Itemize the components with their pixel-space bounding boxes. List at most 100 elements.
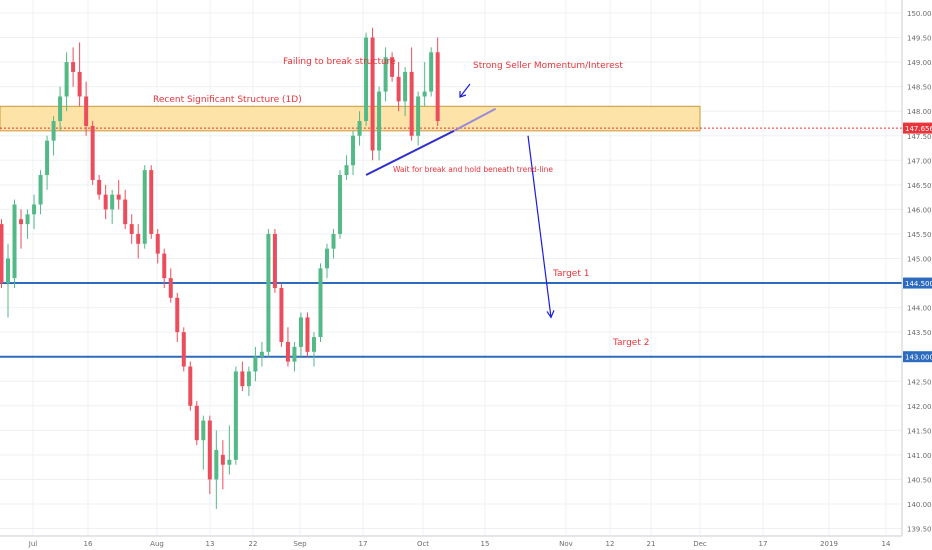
candle-body (25, 214, 30, 225)
candle-bullish (32, 194, 37, 230)
candle-bullish (233, 366, 238, 465)
candle-body (64, 62, 69, 97)
candle-body (285, 341, 290, 362)
candle-bullish (227, 425, 232, 475)
candle-body (155, 233, 160, 254)
candle-bearish (188, 361, 193, 411)
seller-arrow-head (459, 91, 467, 98)
candle-bearish (435, 37, 440, 126)
annotation-failing: Failing to break structure (283, 57, 396, 67)
candle-bearish (272, 229, 277, 293)
candle-body (318, 268, 323, 338)
candle-body (201, 420, 206, 441)
candle-body (292, 346, 297, 362)
annotation-wait: Wait for break and hold beneath trend-li… (393, 165, 553, 174)
target-2-badge (903, 351, 932, 363)
price-tick-label: 142.500 (907, 378, 932, 386)
candle-bearish (305, 312, 310, 357)
candle-bullish (12, 199, 17, 288)
level-lines-group (0, 127, 902, 358)
candle-body (168, 278, 173, 298)
time-tick-label: Aug (150, 540, 164, 548)
candle-body (298, 317, 303, 347)
candle-body (188, 366, 193, 406)
time-tick-label: Jul (28, 540, 38, 548)
candle-body (390, 57, 395, 77)
candle-body (175, 297, 180, 333)
candle-body (123, 199, 128, 225)
candle-body (136, 233, 141, 244)
candle-bullish (58, 86, 63, 131)
candle-bearish (162, 248, 167, 288)
candle-body (351, 135, 356, 166)
candle-bullish (201, 415, 206, 470)
candle-body (377, 91, 382, 151)
price-tick-label: 139.500 (907, 526, 932, 534)
candle-body (45, 140, 50, 176)
candle-bearish (207, 415, 212, 495)
candle-bearish (97, 175, 102, 200)
current-price-badge (903, 122, 932, 134)
candle-body (364, 37, 369, 122)
candle-body (84, 96, 89, 126)
candle-bearish (279, 283, 284, 347)
target-1-badge (903, 277, 932, 289)
candle-bullish (357, 111, 362, 146)
candle-bullish (45, 135, 50, 190)
candle-body (149, 170, 154, 234)
time-tick-label: Nov (559, 540, 573, 548)
time-tick-label: 22 (249, 540, 258, 548)
projection-arrow-shaft (527, 135, 552, 318)
candle-body (325, 248, 329, 269)
candle-bullish (38, 170, 43, 215)
candle-bearish (240, 361, 245, 392)
candle-bearish (220, 440, 225, 490)
price-tick-label: 140.500 (907, 476, 932, 484)
candle-bearish (123, 189, 128, 230)
time-tick-label: 14 (882, 540, 891, 548)
candle-body (246, 371, 251, 387)
price-tick-label: 143.500 (907, 329, 932, 337)
candle-body (207, 420, 212, 480)
candle-bullish (344, 155, 349, 180)
candle-bearish (370, 27, 375, 161)
time-tick-label: Sep (293, 540, 307, 548)
candle-bullish (383, 47, 388, 102)
candle-bullish (142, 165, 147, 249)
time-tick-label: 17 (759, 540, 768, 548)
candle-body (6, 258, 11, 284)
time-tick-label: 17 (359, 540, 368, 548)
candle-bearish (19, 209, 24, 249)
time-tick-label: 21 (647, 540, 656, 548)
candle-body (403, 71, 408, 102)
candle-bearish (0, 219, 4, 288)
candle-bearish (194, 400, 199, 446)
candle-bearish (103, 184, 108, 220)
candle-bullish (416, 91, 421, 146)
candle-bearish (175, 292, 180, 342)
price-tick-label: 145.500 (907, 231, 932, 239)
projection-arrow-head (546, 310, 555, 319)
candle-bullish (25, 209, 30, 239)
candle-bearish (168, 268, 173, 303)
candle-bullish (311, 332, 316, 367)
price-tick-label: 145.000 (907, 256, 932, 264)
annotation-target2: Target 2 (612, 338, 649, 348)
candle-bullish (292, 341, 297, 372)
candle-bearish (181, 327, 186, 372)
candle-bullish (298, 312, 303, 357)
current-price-label: 147.656 (905, 125, 932, 133)
candle-bearish (129, 214, 134, 244)
candle-body (103, 194, 108, 210)
candle-body (116, 194, 121, 200)
candle-bearish (136, 224, 141, 259)
candle-bullish (331, 229, 336, 259)
candle-bearish (285, 327, 290, 367)
price-tick-label: 141.500 (907, 427, 932, 435)
candle-body (129, 224, 134, 234)
candle-body (38, 175, 43, 205)
price-tick-label: 142.000 (907, 403, 932, 411)
candle-bullish (246, 366, 251, 396)
